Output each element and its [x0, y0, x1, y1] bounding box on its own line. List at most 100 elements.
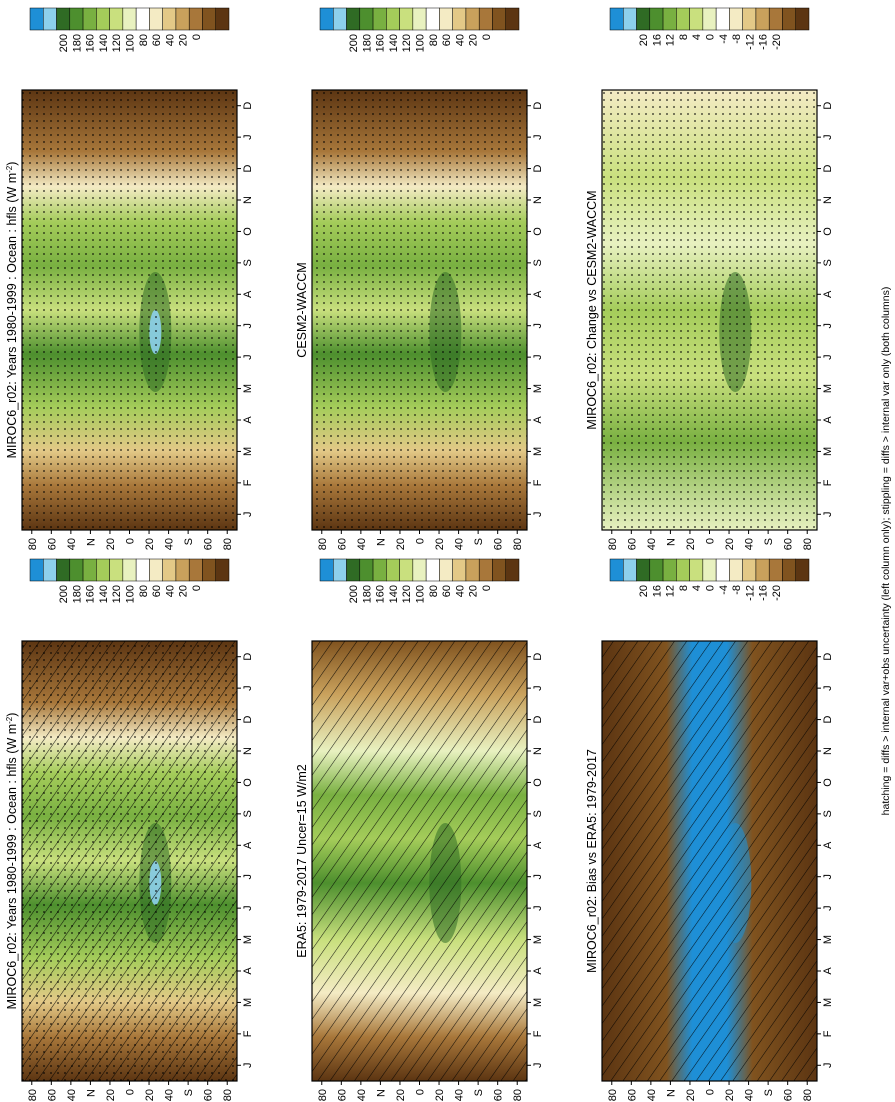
y-tick-label: 20: [434, 538, 446, 550]
colorbar-swatch: [623, 7, 637, 31]
colorbar-swatch: [96, 7, 110, 31]
x-tick-label: S: [242, 259, 254, 266]
y-tick-label: 40: [164, 538, 176, 550]
colorbar-label: -8: [731, 34, 743, 44]
x-tick-label: A: [532, 416, 544, 424]
y-tick-label: 40: [66, 538, 78, 550]
colorbar-swatch: [649, 7, 664, 31]
y-tick-label: 40: [164, 1089, 176, 1101]
y-tick-label: 20: [395, 538, 407, 550]
x-tick-label: N: [532, 196, 544, 204]
colorbar-label: 200: [58, 585, 70, 603]
y-tick-label: 80: [512, 538, 524, 550]
y-tick-label: 60: [46, 538, 58, 550]
colorbar-swatch: [122, 7, 137, 31]
colorbar-label: 100: [125, 34, 137, 52]
y-tick-label: 60: [626, 1089, 638, 1101]
colorbar-label: -12: [744, 585, 756, 601]
y-tick-label: 20: [395, 1089, 407, 1101]
colorbar-swatch: [439, 558, 453, 582]
colorbar-label: 16: [651, 585, 663, 597]
stippling-overlay: [22, 90, 237, 530]
colorbar-swatch: [202, 7, 216, 31]
colorbar-swatch: [649, 558, 664, 582]
x-tick-label: O: [242, 227, 254, 236]
x-tick-label: J: [242, 1063, 254, 1069]
y-tick-label: 0: [705, 538, 717, 544]
colorbar-label: 100: [415, 34, 427, 52]
y-tick-label: S: [763, 1089, 775, 1096]
colorbar-label: 100: [415, 585, 427, 603]
colorbar-swatch: [135, 7, 150, 31]
x-tick-label: O: [532, 778, 544, 787]
y-tick-label: 0: [125, 1089, 137, 1095]
y-tick-label: 60: [493, 538, 505, 550]
colorbar-swatch: [215, 558, 230, 582]
colorbar-label: 180: [361, 34, 373, 52]
x-tick-label: J: [822, 1063, 834, 1069]
x-tick-label: J: [532, 1063, 544, 1069]
chart-title-suffix: ): [5, 162, 19, 166]
y-tick-label: 60: [203, 538, 215, 550]
y-tick-label: 80: [607, 1089, 619, 1101]
colorbar-label: -16: [758, 34, 770, 50]
chart-title-superscript: -2: [5, 165, 14, 173]
colorbar-label: 0: [481, 34, 493, 40]
colorbar-swatch: [702, 7, 717, 31]
x-tick-label: M: [532, 935, 544, 944]
y-tick-label: N: [375, 538, 387, 546]
x-tick-label: J: [532, 512, 544, 518]
x-tick-label: F: [822, 479, 834, 486]
chart-title: ERA5: 1979-2017 Uncer=15 W/m2: [295, 764, 309, 958]
colorbar-label: 140: [388, 34, 400, 52]
x-tick-label: D: [822, 716, 834, 724]
colorbar-swatch: [29, 7, 44, 31]
colorbar-swatch: [702, 558, 717, 582]
x-tick-label: D: [532, 716, 544, 724]
colorbar-swatch: [399, 7, 414, 31]
colorbar-swatch: [202, 558, 216, 582]
colorbar-swatch: [175, 7, 190, 31]
colorbar-label: 0: [705, 585, 717, 591]
colorbar-swatch: [623, 558, 637, 582]
colorbar-label: 20: [638, 34, 650, 46]
colorbar-label: -20: [771, 585, 783, 601]
colorbar-swatch: [755, 7, 770, 31]
x-tick-label: D: [532, 653, 544, 661]
x-tick-label: F: [242, 1030, 254, 1037]
colorbar-swatch: [715, 558, 730, 582]
colorbar-swatch: [69, 7, 84, 31]
x-tick-label: D: [822, 653, 834, 661]
x-tick-label: J: [822, 905, 834, 911]
chart-title: MIROC6_r02: Change vs CESM2-WACCM: [585, 190, 599, 429]
colorbar-swatch: [636, 7, 651, 31]
colorbar-swatch: [43, 558, 57, 582]
colorbar-label: 20: [468, 34, 480, 46]
colorbar-swatch: [319, 558, 334, 582]
colorbar-swatch: [609, 7, 624, 31]
colorbar-swatch: [729, 558, 743, 582]
x-tick-label: M: [532, 447, 544, 456]
colorbar-label: 20: [178, 34, 190, 46]
colorbar-label: 8: [678, 34, 690, 40]
x-tick-label: J: [822, 323, 834, 329]
y-tick-label: 0: [705, 1089, 717, 1095]
colorbar-swatch: [122, 558, 137, 582]
colorbar-label: 40: [454, 34, 466, 46]
colorbar-label: 80: [428, 34, 440, 46]
x-tick-label: F: [532, 479, 544, 486]
colorbar-label: 120: [111, 34, 123, 52]
hatching-overlay: [312, 641, 527, 1081]
colorbar-swatch: [69, 558, 84, 582]
colorbar-label: 160: [85, 34, 97, 52]
y-tick-label: 20: [105, 538, 117, 550]
x-tick-label: A: [532, 290, 544, 298]
colorbar-swatch: [742, 7, 757, 31]
colorbar-swatch: [465, 7, 480, 31]
colorbar-swatch: [162, 7, 177, 31]
y-tick-label: 20: [105, 1089, 117, 1101]
